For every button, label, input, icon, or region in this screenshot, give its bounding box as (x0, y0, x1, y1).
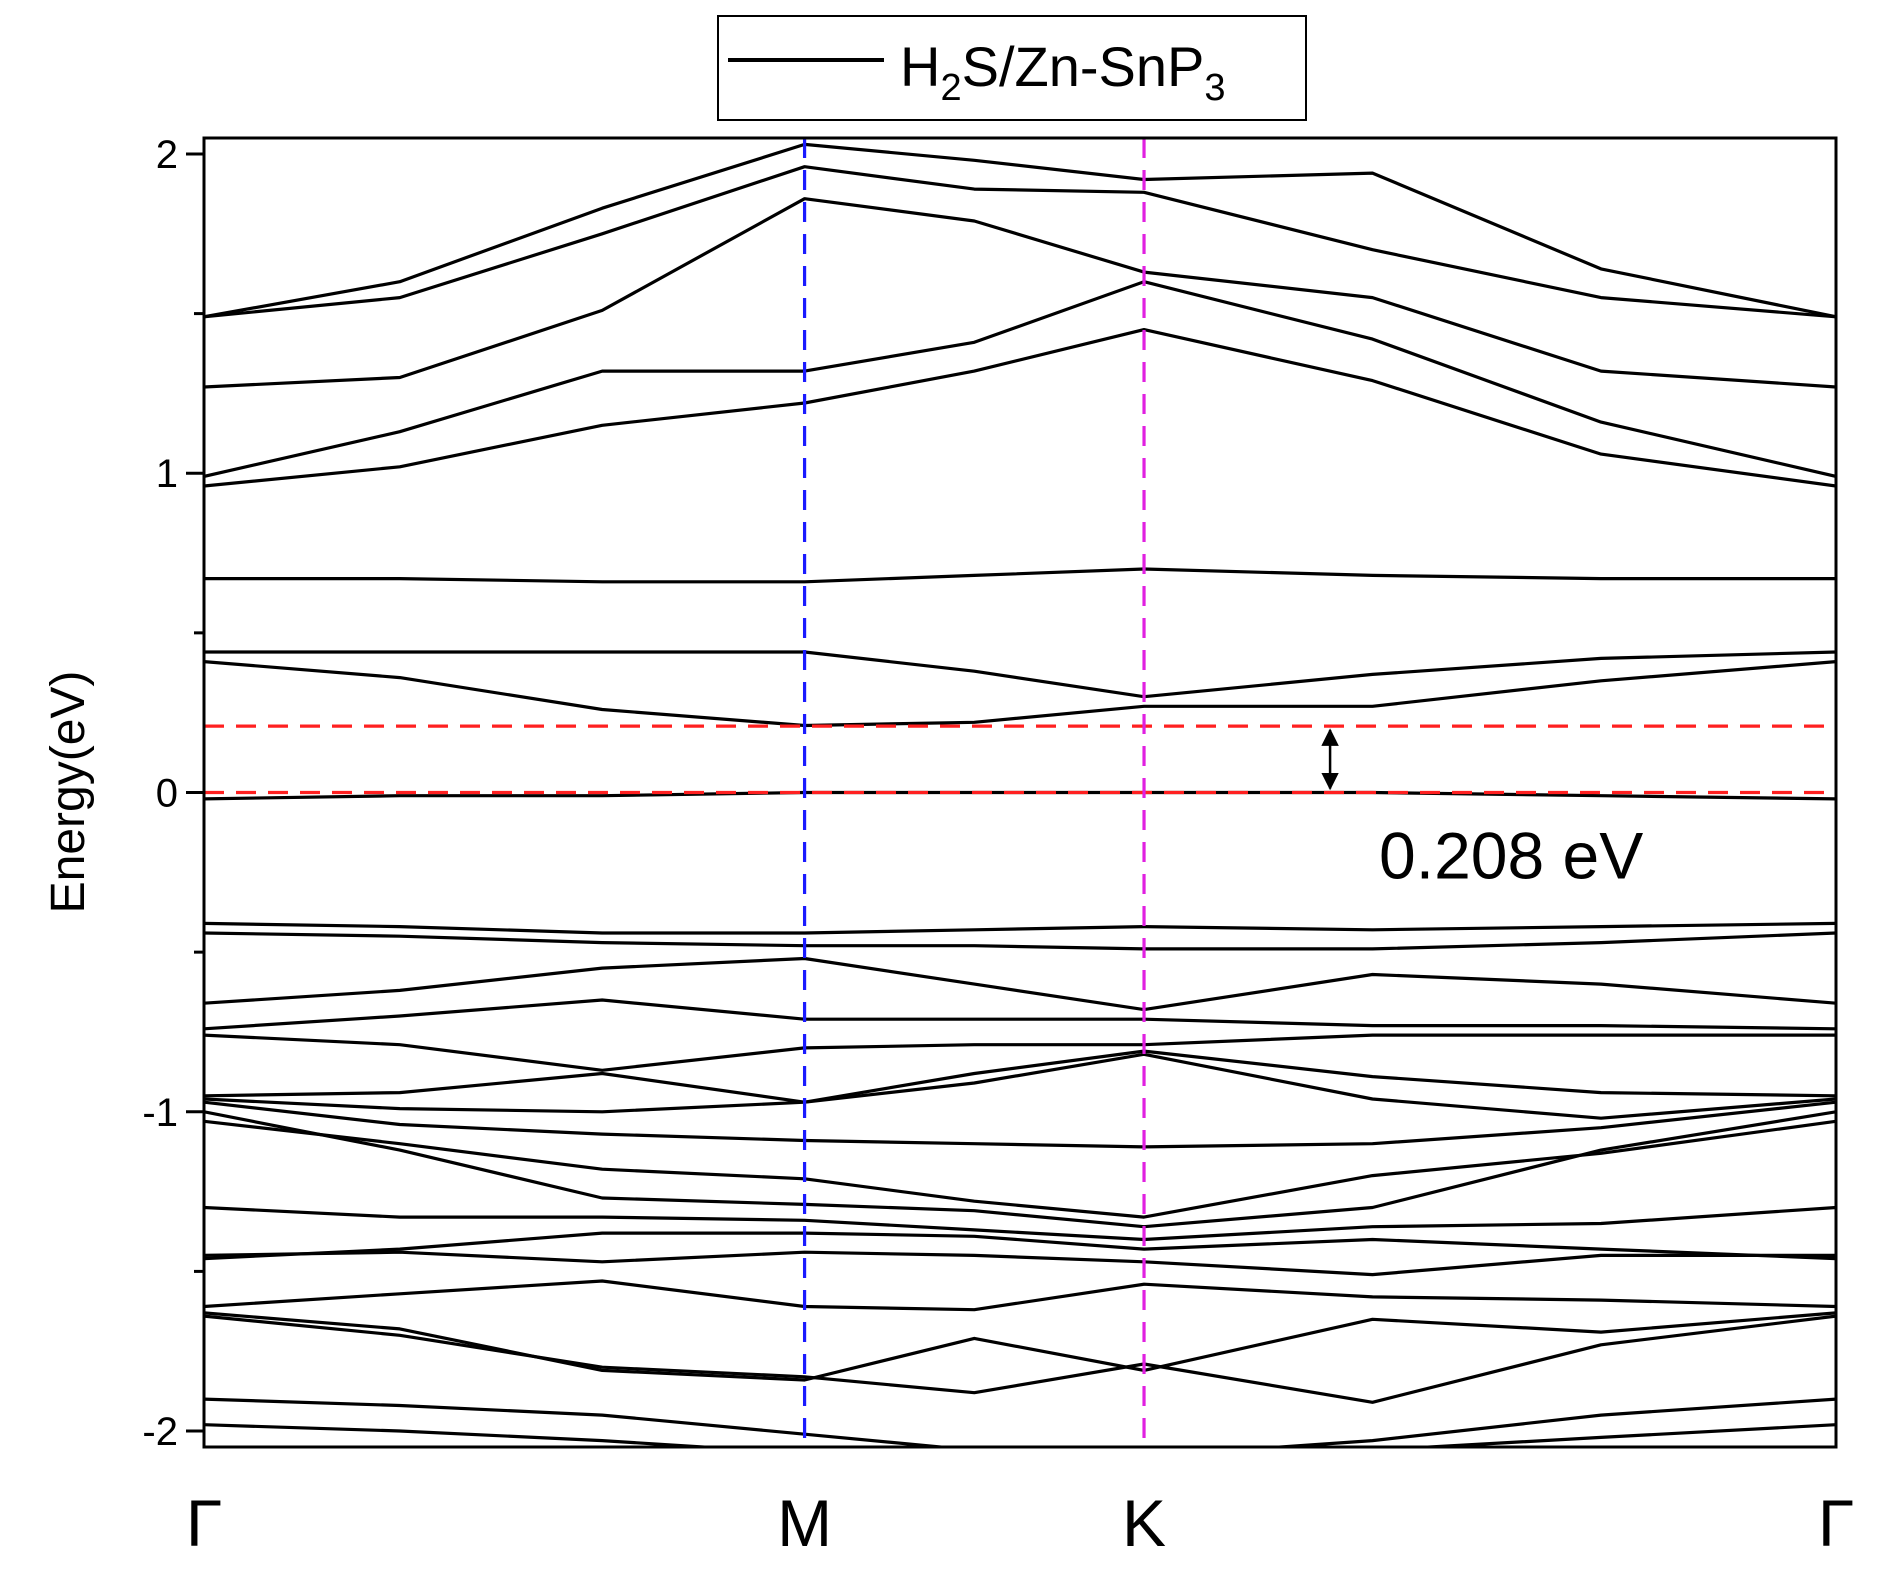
band-line-band27 (204, 165, 1836, 319)
gap-annotation-label: 0.208 eV (1379, 819, 1643, 893)
band-line-band13 (204, 1052, 1836, 1120)
band-line-band7 (204, 1250, 1836, 1277)
band-line-band8 (204, 1231, 1836, 1261)
band-line-band9 (204, 1205, 1836, 1242)
legend-box (717, 15, 1307, 121)
plot-area (204, 142, 1836, 1447)
band-line-band4 (204, 1314, 1836, 1404)
band-line-band14 (204, 1049, 1836, 1104)
band-line-band25 (204, 280, 1836, 478)
band-line-band12 (204, 1100, 1836, 1149)
band-line-band24 (204, 328, 1836, 488)
band-line-band11 (204, 1119, 1836, 1219)
legend-label: H2S/Zn-SnP3 (900, 35, 1226, 109)
band-line-band17 (204, 956, 1836, 1012)
kpoint-label: Γ (1818, 1486, 1854, 1560)
band-line-band2 (204, 1423, 1836, 1447)
overlay (204, 138, 1836, 1447)
band-line-band5 (204, 1311, 1836, 1382)
y-tick-label: 1 (156, 452, 178, 496)
band-line-band10 (204, 1110, 1836, 1229)
band-line-band23 (204, 567, 1836, 584)
legend: H2S/Zn-SnP3 (717, 15, 1307, 121)
band-line-band16 (204, 998, 1836, 1031)
band-line-band3 (204, 1397, 1836, 1447)
y-tick-label: 0 (156, 772, 178, 816)
band-line-band28 (204, 142, 1836, 319)
band-line-band22 (204, 650, 1836, 699)
kpoint-label: M (777, 1486, 832, 1560)
band-line-band26 (204, 197, 1836, 389)
y-tick-label: -1 (142, 1091, 178, 1135)
y-tick-label: 2 (156, 133, 178, 177)
band-line-band6 (204, 1279, 1836, 1312)
y-axis-title: Energy(eV) (42, 671, 95, 914)
band-line-band21 (204, 660, 1836, 728)
kpoint-label: K (1122, 1486, 1166, 1560)
band-line-band19 (204, 921, 1836, 935)
band-line-band15 (204, 1033, 1836, 1072)
y-tick-label: -2 (142, 1410, 178, 1454)
band-line-band18 (204, 931, 1836, 951)
y-axis: -2 -1 0 1 2 (142, 133, 204, 1454)
kpoint-label: Γ (186, 1486, 222, 1560)
